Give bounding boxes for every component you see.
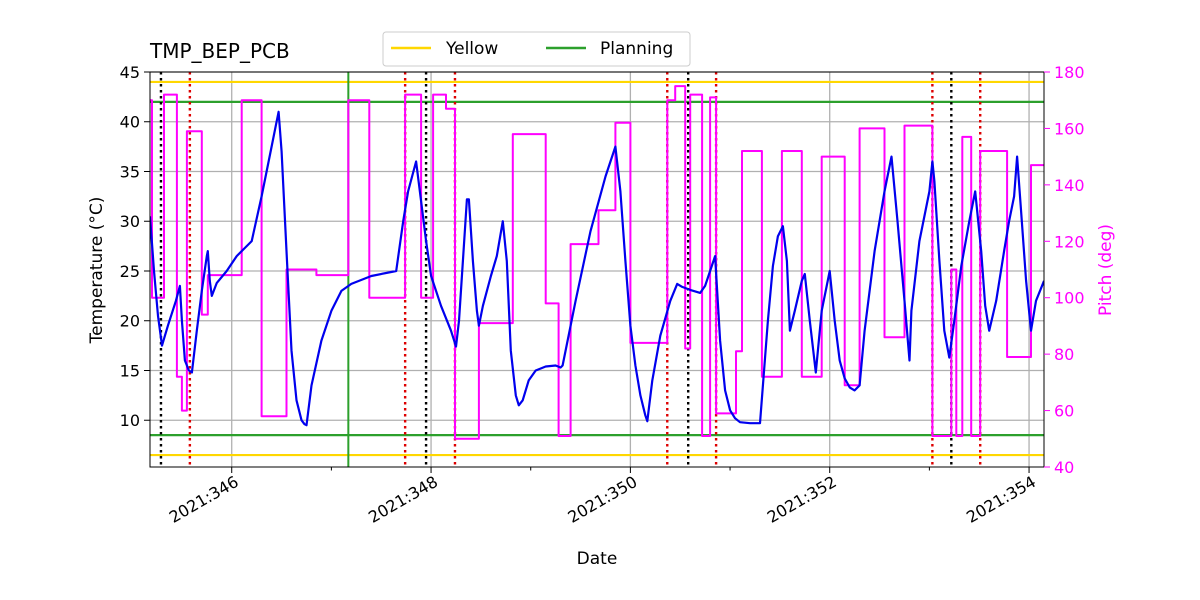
- y-tick-label: 10: [120, 411, 140, 430]
- y-tick-label: 30: [120, 212, 140, 231]
- legend-label-planning: Planning: [600, 39, 673, 59]
- y-tick-label: 15: [120, 361, 140, 380]
- legend: Yellow Planning: [382, 31, 691, 67]
- y-tick-label: 35: [120, 162, 140, 181]
- y-tick-label: 40: [120, 113, 140, 132]
- y-right-tick-label: 100: [1054, 289, 1085, 308]
- y-right-tick-label: 160: [1054, 119, 1085, 138]
- y-axis-title: Temperature (°C): [87, 197, 107, 345]
- legend-label-yellow: Yellow: [445, 39, 498, 59]
- y-right-tick-label: 60: [1054, 402, 1074, 421]
- y-right-tick-label: 140: [1054, 176, 1085, 195]
- y-right-tick-label: 80: [1054, 345, 1074, 364]
- y-right-tick-label: 40: [1054, 458, 1074, 477]
- y-tick-label: 25: [120, 262, 140, 281]
- series-layer: [150, 85, 1044, 440]
- y-right-tick-label: 120: [1054, 232, 1085, 251]
- chart-title: TMP_BEP_PCB: [149, 39, 290, 63]
- plot-frame: [149, 71, 1045, 468]
- y-tick-label: 20: [120, 312, 140, 331]
- pitch-series-line: [150, 85, 1044, 440]
- y-axis-right-title: Pitch (deg): [1096, 224, 1116, 316]
- temperature-series-line: [150, 110, 1044, 427]
- y-tick-label: 45: [120, 63, 140, 82]
- y-right-tick-label: 180: [1054, 63, 1085, 82]
- x-axis-title: Date: [577, 549, 618, 569]
- legend-box: [382, 31, 691, 67]
